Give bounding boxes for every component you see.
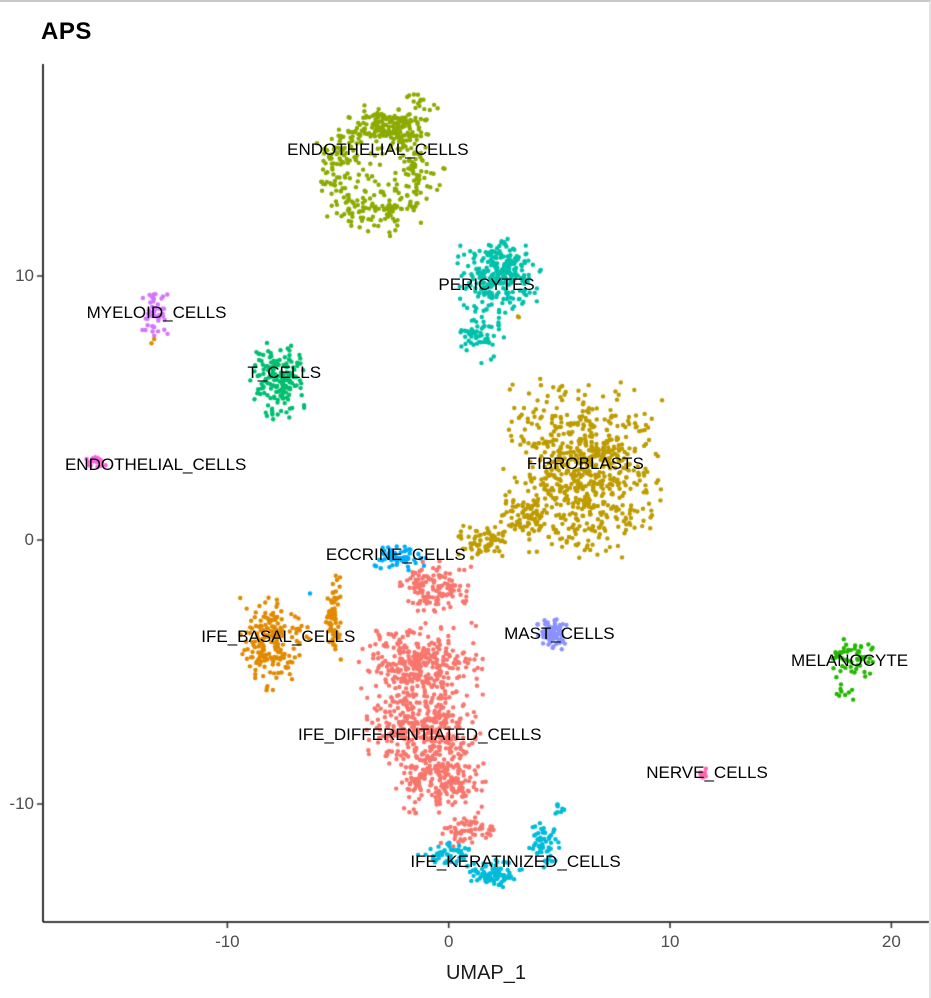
- x-axis-title: UMAP_1: [445, 962, 527, 984]
- plot-title: APS: [41, 18, 92, 45]
